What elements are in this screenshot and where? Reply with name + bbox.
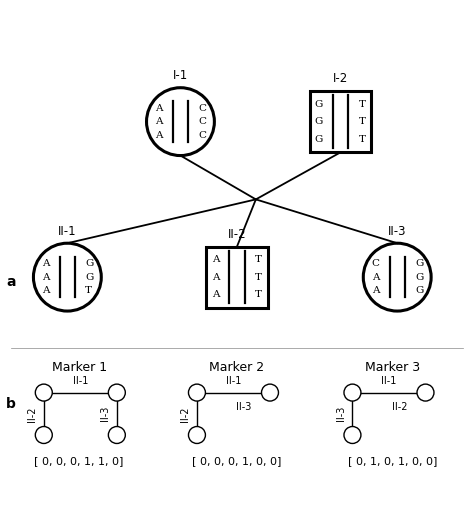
Circle shape xyxy=(109,384,125,401)
Text: C: C xyxy=(198,130,206,140)
Text: T: T xyxy=(85,286,92,295)
Text: T: T xyxy=(358,135,365,144)
Circle shape xyxy=(36,384,52,401)
Text: G: G xyxy=(314,117,323,126)
Text: A: A xyxy=(155,117,163,126)
Text: I-2: I-2 xyxy=(333,73,348,85)
Text: A: A xyxy=(211,290,219,299)
Text: Marker 2: Marker 2 xyxy=(210,361,264,374)
Text: II-3: II-3 xyxy=(237,402,252,412)
Text: T: T xyxy=(255,272,262,281)
Text: II-3: II-3 xyxy=(100,406,110,421)
Circle shape xyxy=(344,427,361,443)
Text: C: C xyxy=(198,117,206,126)
Text: G: G xyxy=(415,259,423,268)
Text: T: T xyxy=(255,255,262,264)
Text: II-2: II-2 xyxy=(27,406,37,421)
Circle shape xyxy=(36,427,52,443)
Text: A: A xyxy=(42,286,49,295)
Circle shape xyxy=(109,427,125,443)
Text: I-1: I-1 xyxy=(173,69,188,82)
Text: [ 0, 0, 0, 1, 1, 0]: [ 0, 0, 0, 1, 1, 0] xyxy=(35,456,124,466)
Circle shape xyxy=(189,427,205,443)
Text: [ 0, 1, 0, 1, 0, 0]: [ 0, 1, 0, 1, 0, 0] xyxy=(348,456,437,466)
Text: A: A xyxy=(42,259,49,268)
Text: G: G xyxy=(85,272,94,281)
Text: [ 0, 0, 0, 1, 0, 0]: [ 0, 0, 0, 1, 0, 0] xyxy=(192,456,282,466)
Text: A: A xyxy=(211,272,219,281)
Text: II-3: II-3 xyxy=(336,406,346,421)
Text: C: C xyxy=(198,104,206,113)
Text: II-1: II-1 xyxy=(58,225,77,238)
Text: T: T xyxy=(255,290,262,299)
Text: A: A xyxy=(372,272,379,281)
Text: Marker 3: Marker 3 xyxy=(365,361,420,374)
Bar xyxy=(310,91,371,152)
Text: G: G xyxy=(314,135,323,144)
Text: C: C xyxy=(371,259,379,268)
Text: II-1: II-1 xyxy=(381,376,397,386)
Text: A: A xyxy=(211,255,219,264)
Text: G: G xyxy=(314,99,323,109)
Text: G: G xyxy=(415,272,423,281)
Circle shape xyxy=(262,384,278,401)
Text: II-1: II-1 xyxy=(73,376,88,386)
Text: II-3: II-3 xyxy=(388,225,407,238)
Text: G: G xyxy=(85,259,94,268)
Circle shape xyxy=(189,384,205,401)
Text: a: a xyxy=(6,275,16,289)
Text: A: A xyxy=(372,286,379,295)
Circle shape xyxy=(344,384,361,401)
Text: A: A xyxy=(155,130,163,140)
Bar xyxy=(206,247,268,308)
Text: A: A xyxy=(42,272,49,281)
Text: II-2: II-2 xyxy=(228,228,246,241)
Text: II-1: II-1 xyxy=(226,376,241,386)
Text: Marker 1: Marker 1 xyxy=(52,361,107,374)
Text: G: G xyxy=(415,286,423,295)
Text: II-2: II-2 xyxy=(392,402,407,412)
Text: A: A xyxy=(155,104,163,113)
Circle shape xyxy=(417,384,434,401)
Text: II-2: II-2 xyxy=(180,406,191,421)
Text: T: T xyxy=(358,99,365,109)
Text: b: b xyxy=(6,397,16,411)
Text: T: T xyxy=(358,117,365,126)
